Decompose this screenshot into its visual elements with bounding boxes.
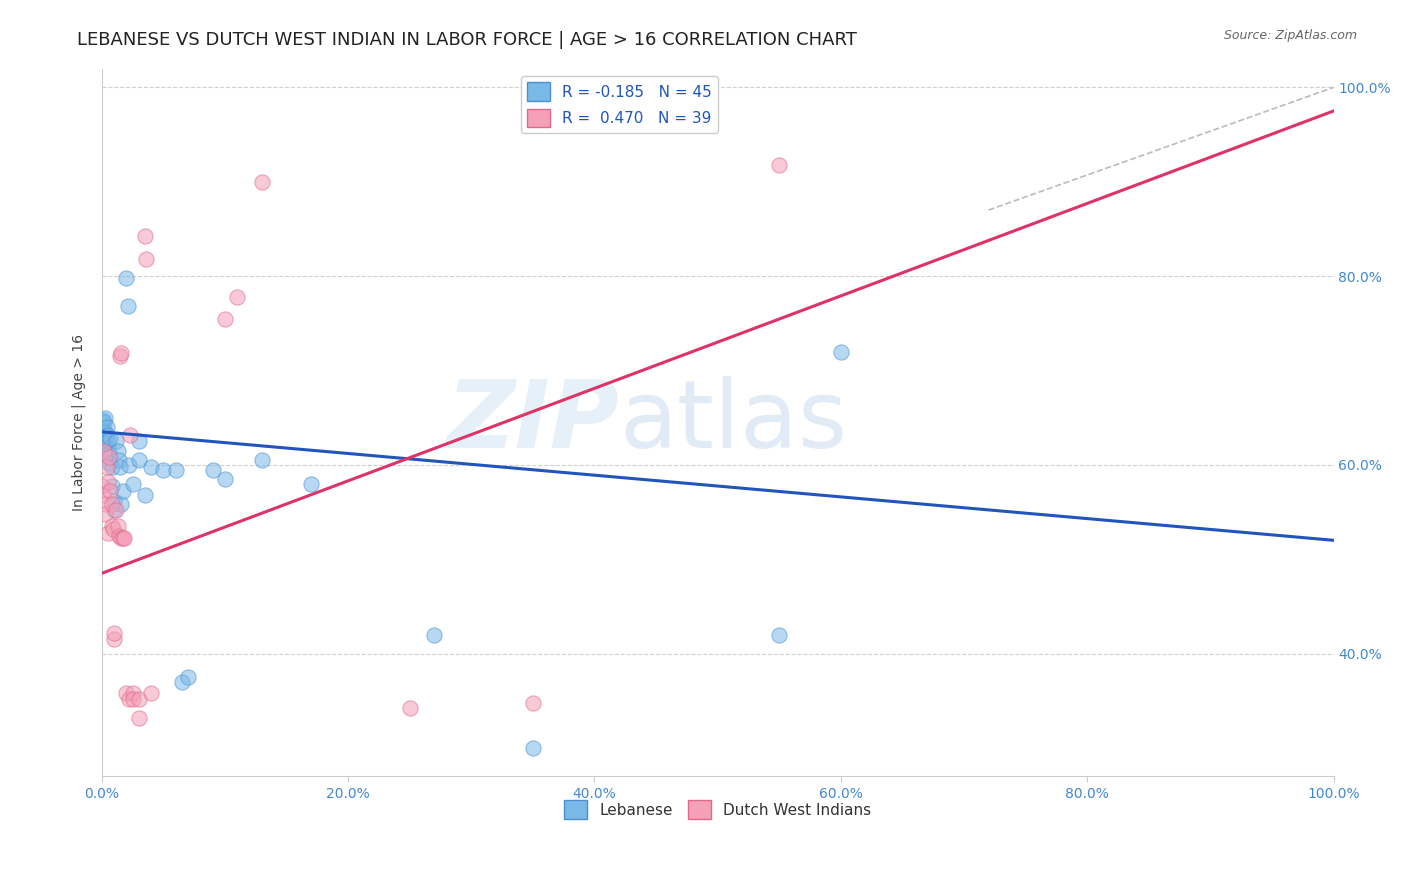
Point bbox=[117, 299, 139, 313]
Point bbox=[226, 290, 249, 304]
Point bbox=[94, 507, 117, 521]
Point bbox=[94, 410, 117, 425]
Y-axis label: In Labor Force | Age > 16: In Labor Force | Age > 16 bbox=[72, 334, 86, 511]
Point bbox=[97, 434, 120, 449]
Point bbox=[214, 472, 236, 486]
Text: LEBANESE VS DUTCH WEST INDIAN IN LABOR FORCE | AGE > 16 CORRELATION CHART: LEBANESE VS DUTCH WEST INDIAN IN LABOR F… bbox=[77, 31, 858, 49]
Point bbox=[423, 627, 446, 641]
Point bbox=[152, 462, 174, 476]
Point bbox=[108, 528, 131, 542]
Point bbox=[118, 691, 141, 706]
Point bbox=[94, 437, 117, 451]
Point bbox=[93, 431, 115, 445]
Point bbox=[97, 441, 120, 455]
Point bbox=[134, 488, 156, 502]
Point bbox=[110, 498, 132, 512]
Point bbox=[91, 488, 114, 502]
Point bbox=[90, 415, 112, 429]
Point bbox=[830, 344, 852, 359]
Point bbox=[214, 311, 236, 326]
Point bbox=[111, 532, 134, 546]
Point bbox=[94, 425, 117, 439]
Point bbox=[121, 691, 143, 706]
Point bbox=[250, 175, 273, 189]
Point bbox=[105, 434, 128, 449]
Point bbox=[522, 696, 544, 710]
Point bbox=[91, 422, 114, 436]
Point bbox=[165, 462, 187, 476]
Point bbox=[139, 459, 162, 474]
Point bbox=[108, 459, 131, 474]
Point bbox=[107, 443, 129, 458]
Point bbox=[100, 498, 122, 512]
Text: ZIP: ZIP bbox=[446, 376, 619, 468]
Point bbox=[90, 478, 112, 492]
Text: atlas: atlas bbox=[619, 376, 848, 468]
Point bbox=[139, 686, 162, 700]
Point bbox=[93, 415, 115, 429]
Point bbox=[128, 691, 150, 706]
Point bbox=[100, 478, 122, 492]
Point bbox=[100, 519, 122, 533]
Point bbox=[96, 427, 118, 442]
Point bbox=[299, 476, 322, 491]
Point bbox=[121, 476, 143, 491]
Point bbox=[128, 711, 150, 725]
Point bbox=[96, 420, 118, 434]
Point bbox=[110, 532, 132, 546]
Point bbox=[98, 446, 121, 460]
Point bbox=[111, 484, 134, 499]
Point bbox=[97, 525, 120, 540]
Point bbox=[768, 627, 790, 641]
Point bbox=[201, 462, 224, 476]
Legend: Lebanese, Dutch West Indians: Lebanese, Dutch West Indians bbox=[558, 794, 877, 825]
Point bbox=[121, 686, 143, 700]
Point bbox=[96, 459, 118, 474]
Point bbox=[108, 453, 131, 467]
Point bbox=[118, 458, 141, 472]
Point bbox=[91, 412, 114, 426]
Point bbox=[118, 427, 141, 442]
Point bbox=[107, 519, 129, 533]
Point bbox=[522, 740, 544, 755]
Point bbox=[250, 453, 273, 467]
Point bbox=[135, 252, 157, 266]
Point bbox=[100, 459, 122, 474]
Point bbox=[177, 670, 200, 684]
Point bbox=[105, 503, 128, 517]
Point bbox=[398, 701, 420, 715]
Point bbox=[98, 431, 121, 445]
Point bbox=[101, 522, 124, 536]
Text: Source: ZipAtlas.com: Source: ZipAtlas.com bbox=[1223, 29, 1357, 42]
Point bbox=[103, 632, 125, 647]
Point bbox=[112, 532, 135, 546]
Point bbox=[108, 349, 131, 363]
Point bbox=[98, 456, 121, 470]
Point bbox=[110, 346, 132, 360]
Point bbox=[103, 493, 125, 508]
Point bbox=[170, 674, 193, 689]
Point bbox=[128, 453, 150, 467]
Point bbox=[98, 450, 121, 465]
Point bbox=[768, 158, 790, 172]
Point bbox=[97, 475, 120, 489]
Point bbox=[115, 271, 138, 285]
Point bbox=[93, 443, 115, 458]
Point bbox=[103, 625, 125, 640]
Point bbox=[134, 229, 156, 244]
Point bbox=[115, 686, 138, 700]
Point bbox=[94, 498, 117, 512]
Point bbox=[98, 484, 121, 499]
Point bbox=[128, 434, 150, 449]
Point bbox=[103, 503, 125, 517]
